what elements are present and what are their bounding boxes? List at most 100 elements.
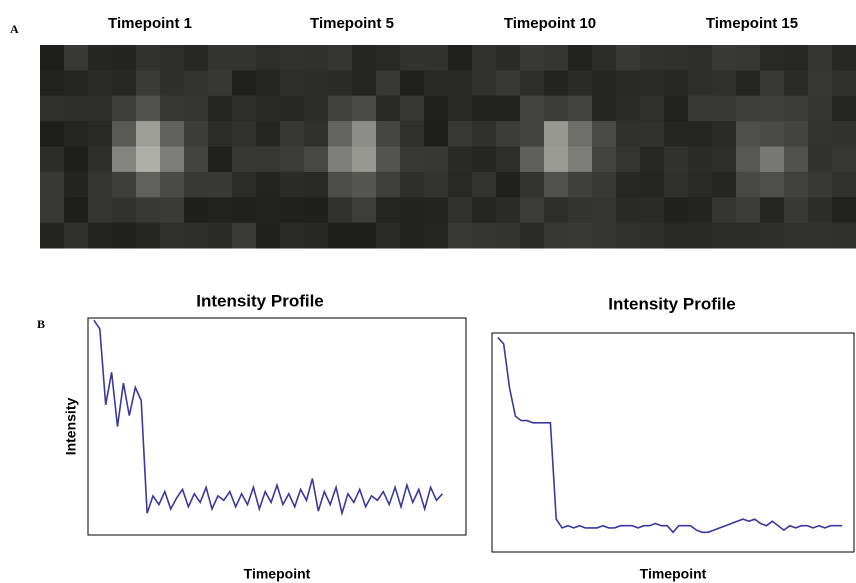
pixel xyxy=(736,70,761,97)
pixel xyxy=(592,197,617,224)
pixel xyxy=(712,197,737,224)
pixel xyxy=(712,222,737,249)
pixel xyxy=(760,45,785,71)
pixel xyxy=(280,171,305,198)
pixel xyxy=(568,45,593,71)
pixel xyxy=(352,95,377,122)
pixel xyxy=(592,222,617,249)
pixel xyxy=(424,70,449,97)
pixel xyxy=(136,222,161,249)
pixel xyxy=(280,197,305,224)
pixel xyxy=(736,45,761,71)
pixel xyxy=(400,121,425,147)
pixel xyxy=(112,70,137,97)
pixel xyxy=(136,70,161,97)
pixel xyxy=(256,197,281,224)
pixel xyxy=(424,171,449,198)
plot-frame xyxy=(87,317,467,536)
pixel xyxy=(352,45,377,71)
pixel xyxy=(568,95,593,122)
pixel xyxy=(784,197,809,224)
pixel xyxy=(208,95,233,122)
pixel xyxy=(568,121,593,147)
pixel xyxy=(448,171,473,198)
pixel xyxy=(64,70,89,97)
pixel xyxy=(472,171,497,198)
panel-label: B xyxy=(37,317,45,331)
pixel xyxy=(640,70,665,97)
pixel xyxy=(304,171,329,198)
pixel xyxy=(832,197,856,224)
pixel xyxy=(208,121,233,147)
pixel xyxy=(208,197,233,224)
pixel xyxy=(376,222,401,249)
pixel xyxy=(424,121,449,147)
pixel xyxy=(760,146,785,173)
pixel xyxy=(616,121,641,147)
pixel xyxy=(472,45,497,71)
pixel xyxy=(736,95,761,122)
pixel xyxy=(592,171,617,198)
pixel xyxy=(520,171,545,198)
pixel xyxy=(112,121,137,147)
pixel xyxy=(64,121,89,147)
pixel xyxy=(832,70,856,97)
pixel xyxy=(424,45,449,71)
pixel xyxy=(664,95,689,122)
pixel xyxy=(232,222,257,249)
pixel xyxy=(88,222,113,249)
panel-label: A xyxy=(10,22,19,36)
pixel xyxy=(616,95,641,122)
pixel xyxy=(784,222,809,249)
pixel xyxy=(544,95,569,122)
pixel xyxy=(160,121,185,147)
chart-title: Intensity Profile xyxy=(196,291,324,310)
pixel xyxy=(40,95,65,122)
pixel xyxy=(664,222,689,249)
pixel xyxy=(136,171,161,198)
pixel xyxy=(328,197,353,224)
pixel xyxy=(184,121,209,147)
image-title: Timepoint 10 xyxy=(504,15,596,32)
pixel xyxy=(472,95,497,122)
pixel xyxy=(448,222,473,249)
pixel xyxy=(280,222,305,249)
pixel xyxy=(520,222,545,249)
pixel xyxy=(664,45,689,71)
pixel xyxy=(352,70,377,97)
pixel xyxy=(496,197,521,224)
pixel xyxy=(664,197,689,224)
pixel xyxy=(304,70,329,97)
pixel xyxy=(424,222,449,249)
pixel xyxy=(808,146,833,173)
pixel xyxy=(496,45,521,71)
pixel xyxy=(208,222,233,249)
data-line xyxy=(93,319,443,517)
pixel xyxy=(88,121,113,147)
pixel xyxy=(616,171,641,198)
pixel xyxy=(328,171,353,198)
pixel xyxy=(136,45,161,71)
pixel xyxy=(640,95,665,122)
pixel xyxy=(136,121,161,147)
pixel xyxy=(760,70,785,97)
pixel xyxy=(376,121,401,147)
pixel xyxy=(592,45,617,71)
pixel xyxy=(688,222,713,249)
pixel xyxy=(160,197,185,224)
pixel xyxy=(688,171,713,198)
pixel xyxy=(496,121,521,147)
pixel xyxy=(544,45,569,71)
pixel xyxy=(736,146,761,173)
charts: Intensity Profile Timepoint Intensity Inten… xyxy=(63,291,855,582)
pixel xyxy=(568,146,593,173)
pixel xyxy=(520,146,545,173)
pixel xyxy=(664,121,689,147)
pixel xyxy=(184,70,209,97)
pixel xyxy=(112,146,137,173)
pixel xyxy=(568,171,593,198)
pixel xyxy=(784,95,809,122)
pixel xyxy=(256,70,281,97)
pixel xyxy=(352,222,377,249)
